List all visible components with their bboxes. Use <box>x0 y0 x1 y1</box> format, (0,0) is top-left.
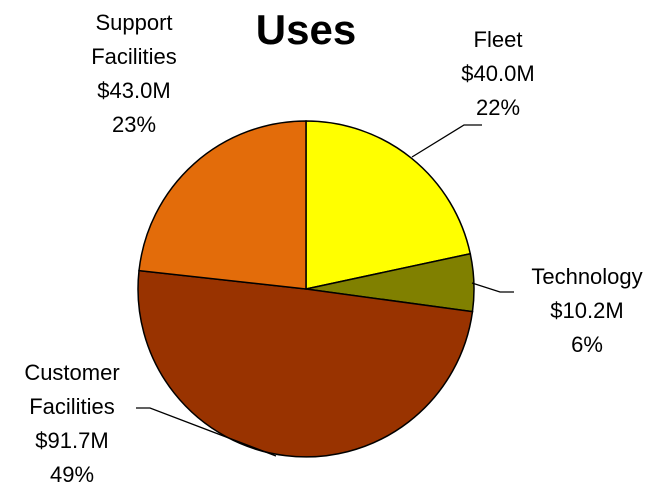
leader-line-technology <box>471 282 514 293</box>
slice-labels: Fleet $40.0M 22% Technology $10.2M 6% Customer… <box>24 10 642 487</box>
chart-title: Uses <box>256 6 356 53</box>
leader-lines <box>136 124 514 457</box>
pie-slice-fleet <box>305 120 472 290</box>
pie-slice-customer-facilities <box>137 269 474 458</box>
slice-label-fleet: Fleet $40.0M 22% <box>461 27 534 120</box>
slice-label-customer-facilities: Customer Facilities $91.7M 49% <box>24 360 119 487</box>
pie-slices <box>137 120 475 458</box>
pie-slice-support-facilities <box>138 120 307 290</box>
leader-line-fleet <box>411 124 482 158</box>
slice-label-technology: Technology $10.2M 6% <box>531 264 642 357</box>
slice-label-support-facilities: Support Facilities $43.0M 23% <box>91 10 177 137</box>
leader-line-customer-facilities <box>136 407 277 457</box>
